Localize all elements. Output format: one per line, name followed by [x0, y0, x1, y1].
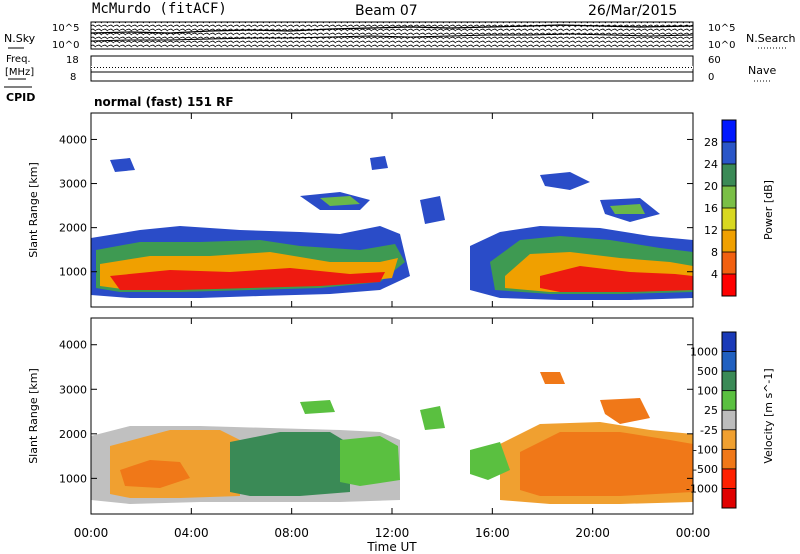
ytick-label: 4000: [59, 339, 87, 352]
power-yticks: 1000 2000 3000 4000: [59, 133, 693, 279]
ytick-label: 1000: [59, 266, 87, 279]
colorbar-swatch: [722, 230, 736, 253]
date-title: 26/Mar/2015: [588, 3, 677, 19]
noise-right-bottom-tick: 10^0: [708, 40, 735, 51]
nave-top-tick: 60: [708, 55, 721, 66]
ytick-label: 3000: [59, 383, 87, 396]
ytick-label: 1000: [59, 472, 87, 485]
colorbar-tick-label: 100: [697, 385, 718, 398]
colorbar-tick-label: -1000: [686, 482, 718, 495]
noise-right-top-tick: 10^5: [708, 23, 735, 34]
colorbar-swatch: [722, 252, 736, 275]
freq-unit-label: [MHz]: [5, 67, 34, 78]
power-colorbar-label: Power [dB]: [762, 180, 775, 240]
colorbar-frame: [721, 331, 737, 509]
colorbar-swatch: [722, 371, 736, 392]
colorbar-swatch: [722, 208, 736, 231]
velocity-band-deeporange: [520, 432, 693, 496]
colorbar-tick-label: 4: [711, 268, 718, 281]
noise-left-top-tick: 10^5: [52, 23, 79, 34]
power-scatter-upper: [300, 172, 660, 222]
cpid-value: normal (fast) 151 RF: [94, 95, 234, 109]
velocity-colorbar-label: Velocity [m s^-1]: [762, 368, 775, 463]
xtick-label: 12:00: [375, 526, 410, 540]
noise-trace-lower: [90, 33, 694, 42]
nsky-label: N.Sky: [4, 32, 36, 45]
velocity-scatter-group: [91, 372, 693, 504]
ytick-label: 3000: [59, 178, 87, 191]
nsearch-label: N.Search: [746, 32, 796, 45]
colorbar-swatch: [722, 120, 736, 143]
colorbar-tick-label: -100: [693, 443, 718, 456]
freq-top-tick: 18: [66, 55, 79, 66]
velocity-band-green-right: [470, 442, 510, 480]
colorbar-tick-label: 16: [704, 202, 718, 215]
power-scatter-group: [91, 156, 693, 300]
colorbar-swatch: [722, 164, 736, 187]
power-panel: Slant Range [km] 1000 2000 3000 4000: [27, 112, 694, 308]
colorbar-swatch: [722, 410, 736, 431]
colorbar-tick-label: -25: [700, 424, 718, 437]
velocity-ylabel: Slant Range [km]: [27, 368, 40, 464]
freq-bottom-tick: 8: [70, 72, 76, 83]
colorbar-swatch: [722, 429, 736, 450]
colorbar-swatch: [722, 390, 736, 411]
velocity-scatter-green: [300, 400, 445, 430]
ytick-label: 2000: [59, 428, 87, 441]
colorbar-tick-label: 25: [704, 404, 718, 417]
velocity-xticks: 00:00 04:00 08:00 12:00 16:00 20:00 00:00: [74, 318, 711, 540]
velocity-band-lightgreen: [340, 436, 400, 486]
colorbar-tick-label: 1000: [690, 346, 718, 359]
noise-left-bottom-tick: 10^0: [52, 40, 79, 51]
velocity-xlabel: Time UT: [366, 540, 417, 554]
velocity-band-darkgreen: [230, 432, 350, 496]
colorbar-swatch: [722, 274, 736, 297]
noise-trace-upper: [90, 24, 694, 34]
freq-label: Freq.: [6, 54, 31, 65]
xtick-label: 20:00: [575, 526, 610, 540]
velocity-colorbar: 1000 500 100 25 -25 -100 -500 -1000: [686, 331, 737, 509]
xtick-label: 08:00: [274, 526, 309, 540]
power-ylabel: Slant Range [km]: [27, 162, 40, 258]
colorbar-swatch: [722, 142, 736, 165]
colorbar-swatch: [722, 186, 736, 209]
velocity-yticks: 1000 2000 3000 4000: [59, 339, 693, 485]
cpid-label: CPID: [6, 91, 35, 104]
colorbar-tick-label: 20: [704, 180, 718, 193]
xtick-label: 16:00: [475, 526, 510, 540]
colorbar-swatch: [722, 332, 736, 353]
colorbar-tick-label: -500: [693, 463, 718, 476]
power-band-red-right: [540, 266, 693, 292]
colorbar-tick-label: 12: [704, 224, 718, 237]
colorbar-tick-label: 8: [711, 246, 718, 259]
nave-label: Nave: [748, 64, 776, 77]
colorbar-tick-label: 28: [704, 136, 718, 149]
nave-bottom-tick: 0: [708, 72, 714, 83]
colorbar-swatch: [722, 488, 736, 509]
power-xtick-marks: [90, 113, 694, 307]
ytick-label: 2000: [59, 222, 87, 235]
velocity-scatter-upper: [540, 372, 650, 424]
ytick-label: 4000: [59, 133, 87, 146]
beam-title: Beam 07: [355, 3, 418, 19]
colorbar-swatch: [722, 449, 736, 470]
freq-trace: [91, 66, 693, 69]
colorbar-swatch: [722, 351, 736, 372]
station-title: McMurdo (fitACF): [92, 1, 227, 17]
colorbar-tick-label: 24: [704, 158, 718, 171]
colorbar-tick-label: 500: [697, 365, 718, 378]
colorbar-swatch: [722, 468, 736, 489]
xtick-label: 04:00: [174, 526, 209, 540]
power-colorbar: 28 24 20 16 12 8 4: [704, 119, 737, 297]
xtick-label: 00:00: [676, 526, 711, 540]
power-band-red: [110, 268, 385, 290]
xtick-label: 00:00: [74, 526, 109, 540]
velocity-band-orange-left2: [120, 460, 190, 488]
